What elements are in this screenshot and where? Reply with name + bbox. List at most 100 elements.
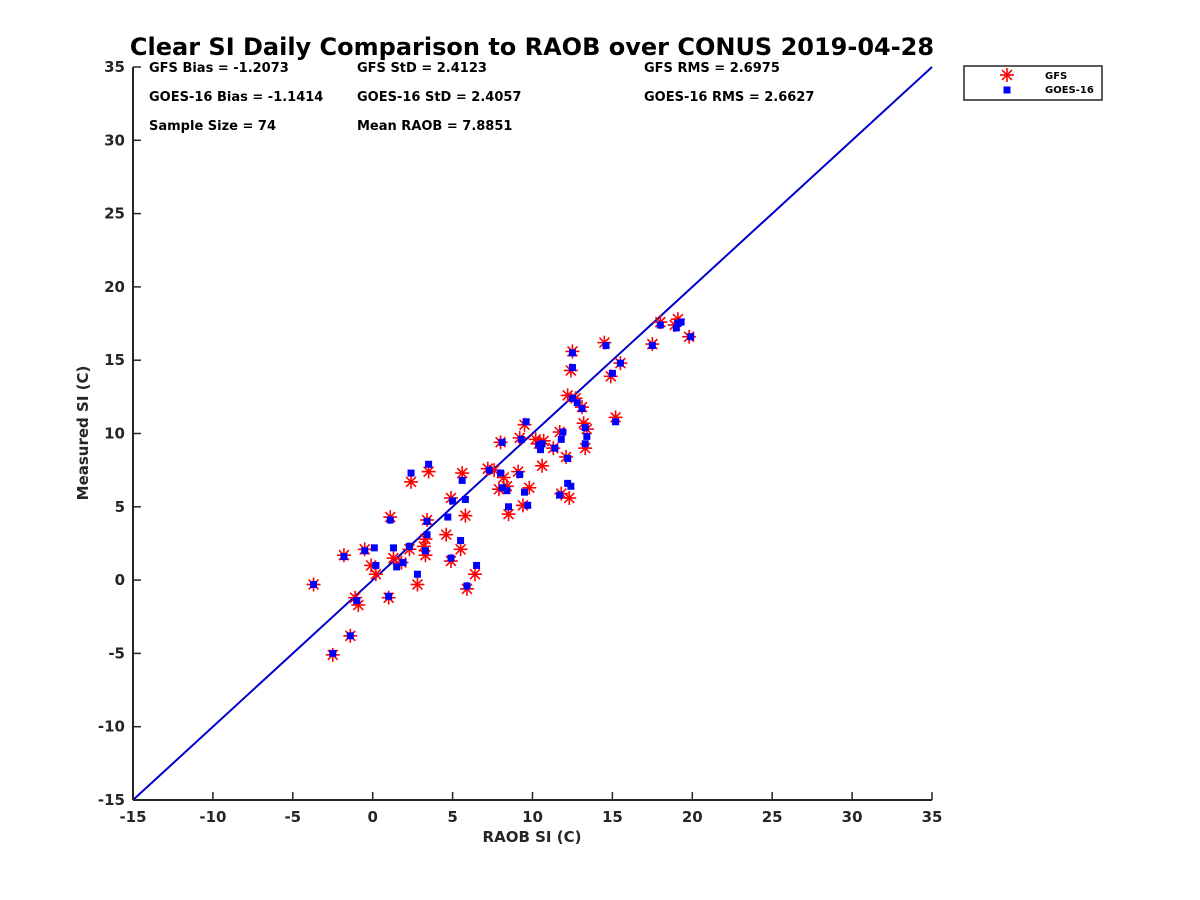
stat-label: Sample Size = 74 [149,119,276,134]
goes16-point [353,597,361,605]
stat-label: GOES-16 Bias = -1.1414 [149,90,323,105]
goes16-point [556,491,564,499]
goes16-point [536,446,544,454]
goes16-point [568,394,576,402]
goes16-point [346,632,354,640]
gfs-point [368,567,383,582]
goes16-point [361,547,369,555]
goes16-point [421,547,429,555]
goes16-point [559,428,567,436]
stat-label: Mean RAOB = 7.8851 [357,119,512,134]
goes16-point [608,369,616,377]
goes16-point [578,405,586,413]
goes16-point [538,440,546,448]
legend-goes16-marker [1003,86,1011,94]
goes16-point [672,324,680,332]
goes16-point [310,580,318,588]
goes16-point [567,482,575,490]
goes16-point [405,542,413,550]
goes16-point [399,559,407,567]
y-tick-label: -5 [108,644,125,662]
goes16-point [612,418,620,426]
goes16-point [498,438,506,446]
goes16-point [517,435,525,443]
y-axis-label: Measured SI (C) [74,366,92,501]
y-tick-label: -15 [98,791,125,809]
y-tick-label: 20 [104,278,125,296]
x-tick-label: 20 [682,808,703,826]
goes16-point [340,553,348,561]
stat-label: GFS Bias = -1.2073 [149,61,289,76]
stat-label: GFS StD = 2.4123 [357,61,487,76]
goes16-point [413,570,421,578]
stat-label: GFS RMS = 2.6975 [644,61,780,76]
goes16-point [521,488,529,496]
x-tick-label: 35 [922,808,943,826]
goes16-point [522,418,530,426]
goes16-point [524,501,532,509]
goes16-point [473,561,481,569]
stat-label: GOES-16 StD = 2.4057 [357,90,521,105]
goes16-point [497,469,505,477]
legend-goes16-label: GOES-16 [1045,85,1094,96]
one-to-one-line [132,66,933,801]
gfs-point [453,542,468,557]
goes16-point [573,399,581,407]
y-tick-label: 35 [104,58,125,76]
gfs-point [458,508,473,523]
y-tick-label: 0 [115,571,125,589]
goes16-point [386,516,394,524]
chart-title: Clear SI Daily Comparison to RAOB over C… [130,33,934,61]
y-tick-label: 5 [115,498,125,516]
x-tick-label: 25 [762,808,783,826]
goes16-point [505,503,513,511]
y-tick-label: 15 [104,351,125,369]
x-tick-label: -5 [284,808,301,826]
y-tick-label: -10 [98,718,125,736]
goes16-point [444,513,452,521]
goes16-point [648,342,656,350]
reference-line-group [132,66,933,801]
goes16-point [581,440,589,448]
data-points [306,312,697,662]
goes16-point [503,487,511,495]
goes16-point [423,531,431,539]
goes16-point [447,554,455,562]
goes16-point [687,333,695,341]
goes16-point [568,364,576,372]
gfs-point [467,567,482,582]
y-tick-label: 30 [104,131,125,149]
gfs-point [562,491,577,506]
goes16-point [385,592,393,600]
ticks: -15 -10 -5 0 5 10 15 20 25 30 35 -15 -10 -5 0 5 10 15 20 25… [98,58,943,826]
gfs-point [455,466,470,481]
goes16-point [449,497,457,505]
x-tick-label: 0 [367,808,377,826]
goes16-point [616,359,624,367]
y-tick-label: 10 [104,425,125,443]
goes16-point [581,424,589,432]
goes16-point [457,537,465,545]
goes16-point [393,563,401,571]
goes16-point [557,435,565,443]
goes16-point [423,517,431,525]
goes16-point [370,544,378,552]
legend: GFS GOES-16 [963,65,1103,101]
goes16-point [583,432,591,440]
goes16-point [463,582,471,590]
goes16-point [551,444,559,452]
x-tick-label: 15 [602,808,623,826]
goes16-point [407,469,415,477]
x-axis-label: RAOB SI (C) [483,828,582,846]
stat-label: GOES-16 RMS = 2.6627 [644,90,814,105]
goes16-point [568,349,576,357]
legend-gfs-marker [1000,68,1014,82]
goes16-point [389,544,397,552]
goes16-point [458,476,466,484]
x-tick-label: -10 [199,808,226,826]
goes16-point [372,561,380,569]
goes16-point [329,649,337,657]
goes16-point [677,318,685,326]
gfs-point [404,474,419,489]
